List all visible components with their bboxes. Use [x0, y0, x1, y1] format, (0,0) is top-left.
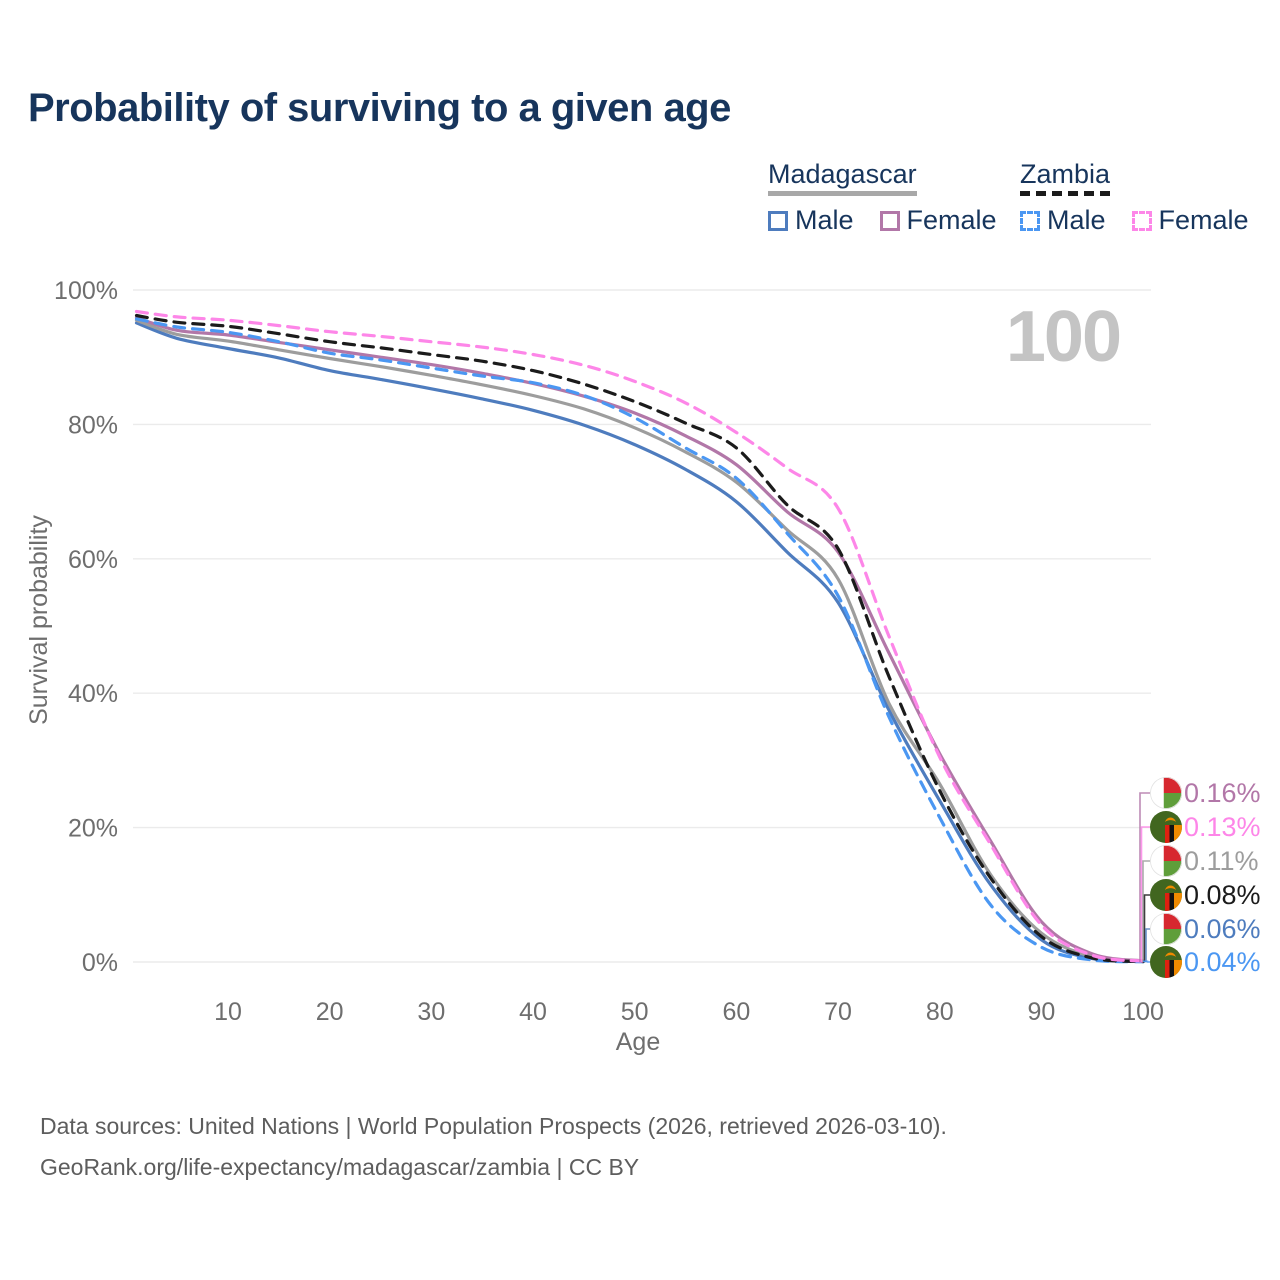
madagascar-flag-icon [1150, 913, 1182, 945]
end-value-label-madagascar-male: 0.06% [1184, 914, 1261, 944]
y-tick-label: 100% [54, 277, 118, 305]
end-value-label-zambia-male: 0.04% [1184, 947, 1261, 977]
end-value-label-zambia-female: 0.13% [1184, 812, 1261, 842]
attribution-line: GeoRank.org/life-expectancy/madagascar/z… [40, 1154, 640, 1180]
legend-group-madagascar: Madagascar Male Female [768, 160, 1023, 236]
legend-country-madagascar[interactable]: Madagascar [768, 160, 917, 197]
madagascar-flag-icon [1150, 777, 1182, 809]
series-line-madagascar-male[interactable] [134, 321, 1145, 964]
x-tick-label: 80 [926, 998, 954, 1026]
age-counter-watermark: 100 [1005, 297, 1122, 377]
x-tick-label: 40 [519, 998, 547, 1026]
y-axis-title: Survival probability [25, 515, 53, 725]
legend-item-zambia-male[interactable]: Male [1020, 205, 1106, 236]
chart-legend: Madagascar Male Female Zambia Male Female [0, 160, 1280, 250]
legend-item-label: Female [1158, 205, 1249, 236]
series-line-madagascar-female[interactable] [134, 316, 1145, 963]
end-value-label-zambia: 0.08% [1184, 880, 1261, 910]
page-title: Probability of surviving to a given age [28, 86, 731, 130]
series-line-zambia[interactable] [134, 313, 1145, 964]
x-axis-title: Age [616, 1028, 660, 1056]
x-tick-label: 20 [316, 998, 344, 1026]
zambia-flag-icon [1150, 946, 1182, 978]
legend-country-zambia[interactable]: Zambia [1020, 160, 1111, 197]
y-tick-label: 0% [82, 949, 118, 977]
madagascar-flag-icon [1150, 845, 1182, 877]
legend-item-madagascar-female[interactable]: Female [879, 205, 997, 236]
legend-swatch-icon [768, 210, 788, 231]
legend-swatch-icon [879, 210, 900, 231]
legend-item-madagascar-male[interactable]: Male [768, 205, 854, 236]
y-tick-label: 40% [68, 680, 118, 708]
series-line-madagascar[interactable] [134, 318, 1145, 963]
legend-swatch-icon [1020, 210, 1040, 231]
data-sources-line: Data sources: United Nations | World Pop… [40, 1113, 947, 1139]
x-tick-label: 50 [621, 998, 649, 1026]
legend-item-zambia-female[interactable]: Female [1131, 205, 1249, 236]
label-connector-line [1143, 960, 1150, 963]
x-tick-label: 100 [1122, 998, 1164, 1026]
legend-item-label: Male [1047, 205, 1106, 236]
series-line-zambia-female[interactable] [134, 309, 1145, 963]
x-tick-label: 70 [824, 998, 852, 1026]
x-tick-label: 10 [214, 998, 242, 1026]
y-tick-label: 80% [68, 411, 118, 439]
legend-group-zambia: Zambia Male Female [1020, 160, 1275, 236]
series-line-zambia-male[interactable] [134, 317, 1145, 964]
end-value-label-madagascar: 0.11% [1184, 846, 1259, 876]
legend-item-label: Male [795, 205, 854, 236]
x-tick-label: 30 [417, 998, 445, 1026]
legend-item-label: Female [906, 205, 997, 236]
legend-swatch-icon [1131, 210, 1152, 231]
x-tick-label: 90 [1028, 998, 1056, 1026]
zambia-flag-icon [1150, 879, 1182, 911]
end-value-label-madagascar-female: 0.16% [1184, 778, 1261, 808]
y-tick-label: 60% [68, 546, 118, 574]
label-connector-line [1142, 860, 1150, 963]
x-tick-label: 60 [722, 998, 750, 1026]
zambia-flag-icon [1150, 811, 1182, 843]
y-tick-label: 20% [68, 815, 118, 843]
